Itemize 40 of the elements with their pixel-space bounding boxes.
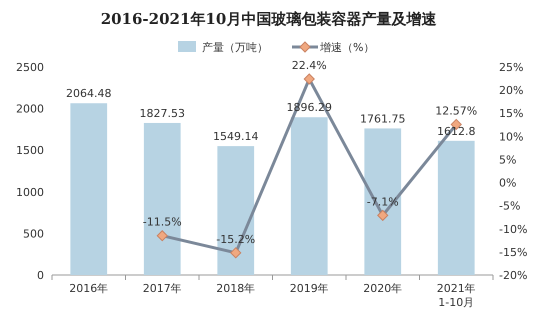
bar <box>290 117 328 275</box>
legend-label: 产量（万吨） <box>202 41 268 54</box>
x-tick-label: 2019年 <box>290 282 329 295</box>
y2-tick-label: 0% <box>499 176 516 190</box>
y-tick-label: 0 <box>37 269 44 282</box>
y2-tick-label: 5% <box>499 153 516 166</box>
bar <box>438 140 475 275</box>
y2-tick-label: 10% <box>499 130 524 144</box>
y2-tick-label: -10% <box>499 222 528 236</box>
bar <box>70 103 108 275</box>
data-label: 1761.75 <box>360 112 406 126</box>
bar <box>217 146 254 275</box>
chart-title: 2016-2021年10月中国玻璃包装容器产量及增速 <box>100 10 438 28</box>
y-tick-label: 1500 <box>16 144 44 158</box>
data-label: 1827.53 <box>140 106 185 120</box>
data-label: 22.4% <box>292 59 327 72</box>
data-label: 2064.48 <box>66 87 112 100</box>
y2-tick-label: 20% <box>499 84 524 98</box>
y-tick-label: 2500 <box>16 61 44 74</box>
y2-tick-label: -5% <box>499 200 520 213</box>
x-tick-label: 2017年 <box>142 282 182 295</box>
data-label: -7.1% <box>366 195 399 208</box>
y2-tick-label: 25% <box>499 61 524 74</box>
y-tick-label: 1000 <box>16 186 44 199</box>
data-label: -11.5% <box>142 216 182 229</box>
x-tick-label: 2021年 1-10月 <box>436 282 476 309</box>
x-tick-label: 2016年 <box>69 282 108 295</box>
bar <box>364 128 402 275</box>
y2-tick-label: -15% <box>499 246 528 259</box>
y-tick-label: 2000 <box>16 102 44 116</box>
bar <box>144 122 181 275</box>
legend-label: 增速（%） <box>319 41 374 54</box>
data-label: 1549.14 <box>213 130 258 144</box>
y2-tick-label: -20% <box>499 269 528 282</box>
y2-tick-label: 15% <box>499 107 524 120</box>
x-tick-label: 2020年 <box>363 282 402 295</box>
data-label: -15.2% <box>216 232 256 246</box>
y-tick-label: 500 <box>23 227 44 240</box>
x-tick-label: 2018年 <box>216 282 256 295</box>
data-label: 12.57% <box>435 104 478 118</box>
